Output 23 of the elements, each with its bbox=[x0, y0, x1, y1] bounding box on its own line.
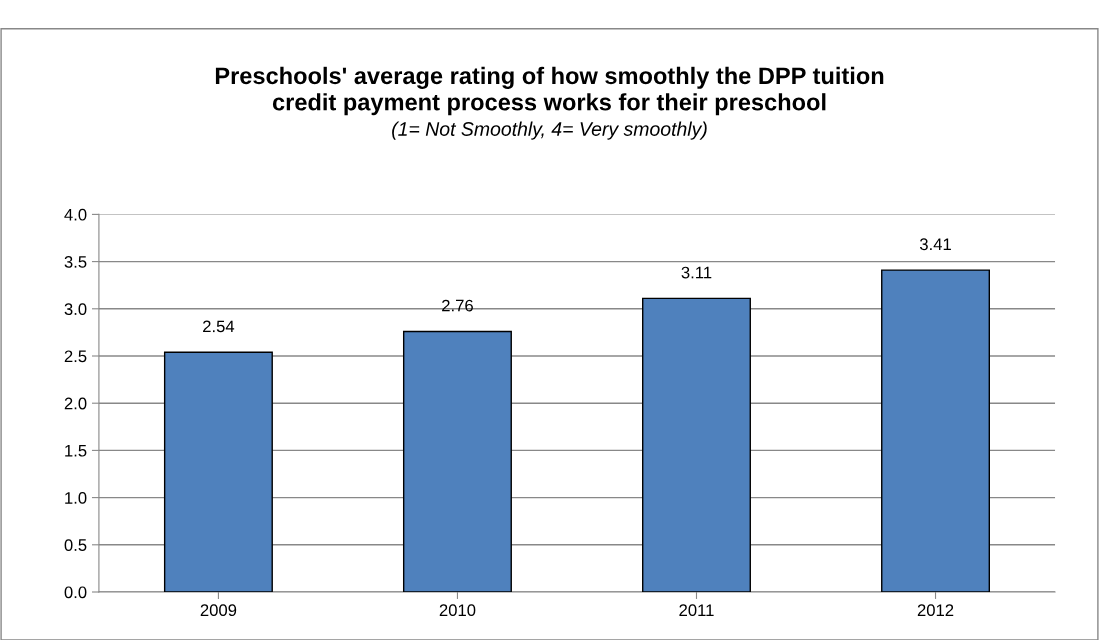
y-tick-label: 2.5 bbox=[64, 350, 87, 363]
chart-subtitle: (1= Not Smoothly, 4= Very smoothly) bbox=[392, 121, 707, 140]
y-tick-label: 4.0 bbox=[64, 208, 87, 221]
x-tick-label: 2010 bbox=[439, 604, 476, 617]
data-label: 3.41 bbox=[919, 238, 951, 251]
x-tick-label: 2012 bbox=[917, 604, 954, 617]
y-tick-label: 2.0 bbox=[64, 397, 87, 410]
bar bbox=[642, 297, 751, 592]
data-label: 2.76 bbox=[442, 299, 473, 312]
bar bbox=[881, 269, 991, 592]
y-tick-label: 3.5 bbox=[64, 256, 87, 268]
bar bbox=[402, 330, 512, 592]
y-tick-label: 0.0 bbox=[64, 586, 87, 599]
y-tick-label: 3.0 bbox=[64, 303, 87, 315]
data-label: 2.54 bbox=[203, 320, 235, 333]
data-label: 3.11 bbox=[681, 266, 712, 279]
bar bbox=[163, 351, 273, 592]
x-tick-label: 2011 bbox=[679, 604, 714, 617]
y-tick-label: 1.5 bbox=[65, 444, 87, 457]
y-tick-label: 0.5 bbox=[64, 539, 87, 551]
x-tick-label: 2009 bbox=[200, 604, 237, 617]
y-tick-label: 1.0 bbox=[65, 492, 87, 504]
chart-title: Preschools' average rating of how smoothly the DPP tuition credit payment process works for their preschool bbox=[215, 66, 884, 116]
